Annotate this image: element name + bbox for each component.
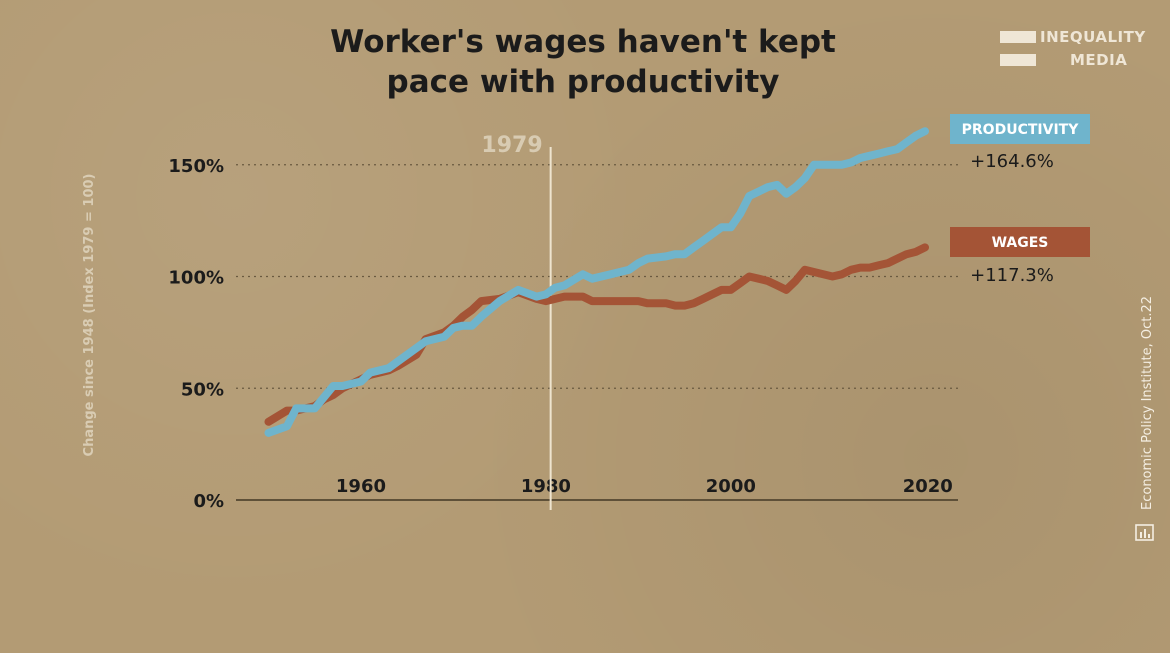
chart-title: Worker's wages haven't kept pace with pr…	[283, 22, 883, 102]
chart-title-line-1: Worker's wages haven't kept	[330, 24, 836, 60]
series-labels: PRODUCTIVITY +164.6% WAGES +117.3%	[950, 114, 1090, 286]
chart-icon	[1135, 524, 1154, 541]
y-tick-label: 100%	[168, 268, 224, 289]
legend-box-productivity	[950, 114, 1090, 144]
x-tick-label: 1980	[521, 476, 571, 497]
legend-box-wages	[950, 227, 1090, 257]
end-value-productivity: +164.6%	[970, 151, 1054, 172]
y-tick-label: 0%	[193, 491, 224, 512]
series-lines	[264, 127, 929, 437]
y-tick-label: 150%	[168, 156, 224, 177]
x-tick-label: 2000	[706, 476, 756, 497]
series-line-productivity	[264, 127, 929, 437]
x-tick-label: 2020	[903, 476, 953, 497]
x-tick-label: 1960	[336, 476, 386, 497]
legend-name-productivity: PRODUCTIVITY	[962, 122, 1080, 138]
logo-bar-top	[1000, 31, 1036, 43]
marker-label: 1979	[481, 133, 542, 158]
y-axis-label: Change since 1948 (Index 1979 = 100)	[82, 174, 97, 457]
y-tick-label: 50%	[181, 379, 224, 400]
logo-bar-bottom	[1000, 54, 1036, 66]
reference-marker: 1979	[481, 133, 552, 510]
end-value-wages: +117.3%	[970, 265, 1054, 286]
axes: 0% 50% 100% 150% 1960 1980 2000 2020	[168, 156, 958, 512]
logo-text-line-1: INEQUALITY	[1040, 28, 1146, 46]
legend-name-wages: WAGES	[992, 235, 1049, 251]
chart-title-line-2: pace with productivity	[386, 64, 780, 100]
source-credit: Economic Policy Institute, Oct.22	[1140, 296, 1155, 510]
inequality-media-logo: INEQUALITY MEDIA	[1000, 28, 1145, 72]
logo-text-line-2: MEDIA	[1070, 51, 1128, 69]
